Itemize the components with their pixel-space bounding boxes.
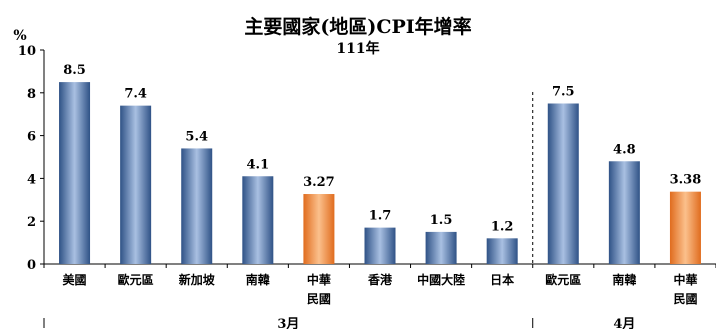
category-label: 香港	[367, 272, 393, 287]
bar	[59, 82, 91, 264]
category-label: 美國	[63, 272, 87, 287]
category-label: 中華	[673, 272, 697, 287]
bar	[425, 231, 457, 264]
y-tick-label: 6	[27, 130, 36, 145]
bar-value-label: 5.4	[185, 129, 208, 144]
category-label: 歐元區	[118, 272, 154, 287]
y-tick-label: 8	[27, 87, 36, 102]
bar	[364, 227, 396, 264]
category-label: 南韓	[612, 272, 636, 287]
bar	[181, 148, 213, 264]
category-label: 中國大陸	[417, 272, 465, 287]
category-label: 新加坡	[179, 272, 216, 287]
bar	[669, 191, 701, 264]
category-label: 中華	[307, 272, 331, 287]
bar-value-label: 4.8	[613, 142, 636, 157]
y-tick-label: 4	[27, 172, 36, 187]
bar	[486, 238, 518, 264]
bar	[120, 105, 152, 264]
category-label: 歐元區	[545, 272, 581, 287]
bar	[608, 161, 640, 264]
chart-subtitle: 111年	[336, 40, 379, 57]
chart-title: 主要國家(地區)CPI年增率	[244, 15, 471, 38]
group-label: 4月	[613, 317, 635, 329]
bar-value-label: 3.38	[670, 173, 702, 188]
group-label: 3月	[277, 317, 299, 329]
axes: 0 2 4 6 8 10	[18, 44, 716, 328]
bar-value-label: 7.5	[552, 85, 575, 100]
y-tick-label: 10	[18, 44, 36, 59]
bar-value-label: 1.7	[369, 209, 392, 224]
bar-value-label: 8.5	[63, 63, 86, 78]
category-label: 民國	[307, 292, 331, 306]
bar-value-label: 1.2	[491, 219, 514, 234]
category-label: 南韓	[246, 272, 270, 287]
bars	[59, 82, 701, 264]
bar	[303, 194, 335, 264]
bar-value-label: 7.4	[124, 87, 147, 102]
y-tick-label: 2	[27, 215, 36, 230]
y-axis-unit: %	[13, 28, 26, 44]
bar-value-label: 3.27	[303, 175, 335, 190]
bar	[547, 103, 579, 264]
category-label: 日本	[490, 272, 514, 287]
y-tick-label: 0	[27, 258, 36, 273]
bar-value-label: 1.5	[430, 213, 453, 228]
category-label: 民國	[673, 292, 697, 306]
bar	[242, 176, 274, 264]
bar-value-label: 4.1	[247, 157, 270, 172]
